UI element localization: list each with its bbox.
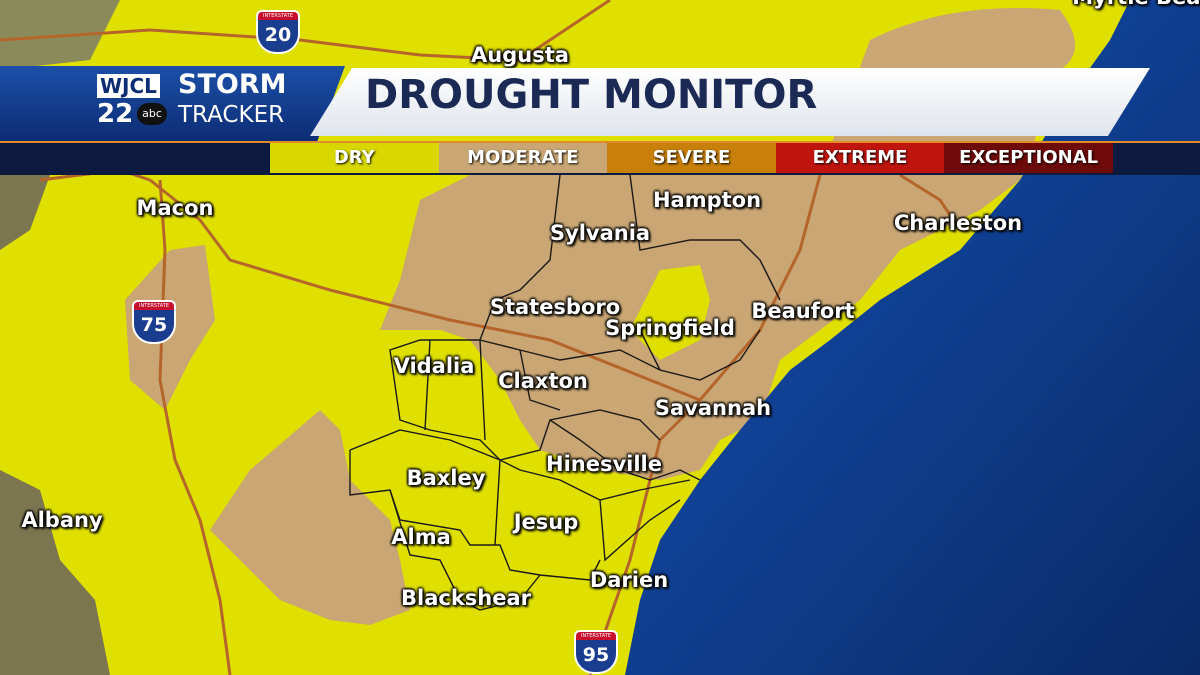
interstate-95-shield-icon: INTERSTATE 95	[574, 630, 618, 674]
brand-storm: STORM	[178, 69, 287, 100]
shield-number: 95	[574, 640, 618, 674]
city-label-blackshear: Blackshear	[400, 586, 532, 610]
shield-label: INTERSTATE	[256, 10, 300, 20]
legend-exceptional: EXCEPTIONAL	[944, 143, 1113, 173]
interstate-75-shield-icon: INTERSTATE 75	[132, 300, 176, 344]
city-label-charleston: Charleston	[893, 211, 1023, 235]
city-label-darien: Darien	[589, 568, 669, 592]
county-boundaries	[349, 174, 781, 611]
header-banner: WJCL 22 abc STORM TRACKER DROUGHT MONITO…	[0, 66, 1200, 141]
legend-extreme: EXTREME	[775, 143, 945, 173]
brand-tracker: TRACKER	[178, 102, 285, 128]
city-label-beaufort: Beaufort	[751, 299, 855, 323]
legend-severe: SEVERE	[607, 143, 776, 173]
drought-legend: DRY MODERATE SEVERE EXTREME EXCEPTIONAL	[270, 143, 1113, 173]
city-label-myrtle-beach: Myrtle Beach	[1072, 0, 1200, 9]
satellite-terrain-left	[0, 470, 110, 675]
city-label-springfield: Springfield	[605, 316, 735, 340]
station-logo: WJCL 22 abc STORM TRACKER	[0, 66, 345, 141]
city-label-hinesville: Hinesville	[546, 452, 662, 476]
city-label-claxton: Claxton	[498, 369, 588, 393]
city-label-jesup: Jesup	[513, 510, 579, 534]
city-label-augusta: Augusta	[471, 43, 569, 67]
satellite-terrain-topleft	[0, 175, 50, 250]
city-label-savannah: Savannah	[654, 396, 772, 420]
title-panel	[310, 68, 1150, 136]
city-label-hampton: Hampton	[652, 188, 762, 212]
channel-number: 22	[97, 99, 134, 129]
city-label-alma: Alma	[391, 525, 451, 549]
interstate-20-shield-icon: INTERSTATE 20	[256, 10, 300, 54]
abc-logo-icon: abc	[137, 103, 167, 125]
city-label-statesboro: Statesboro	[489, 295, 621, 319]
page-title: DROUGHT MONITOR	[365, 72, 818, 118]
city-label-baxley: Baxley	[406, 466, 486, 490]
shield-label: INTERSTATE	[574, 630, 618, 640]
city-label-vidalia: Vidalia	[393, 354, 475, 378]
dry-inset-area	[630, 265, 710, 360]
legend-dry: DRY	[270, 143, 439, 173]
shield-number: 20	[256, 20, 300, 54]
city-label-macon: Macon	[136, 196, 214, 220]
city-label-albany: Albany	[21, 508, 103, 532]
city-label-sylvania: Sylvania	[549, 221, 651, 245]
shield-label: INTERSTATE	[132, 300, 176, 310]
call-letters: WJCL	[97, 74, 160, 98]
legend-moderate: MODERATE	[438, 143, 608, 173]
shield-number: 75	[132, 310, 176, 344]
